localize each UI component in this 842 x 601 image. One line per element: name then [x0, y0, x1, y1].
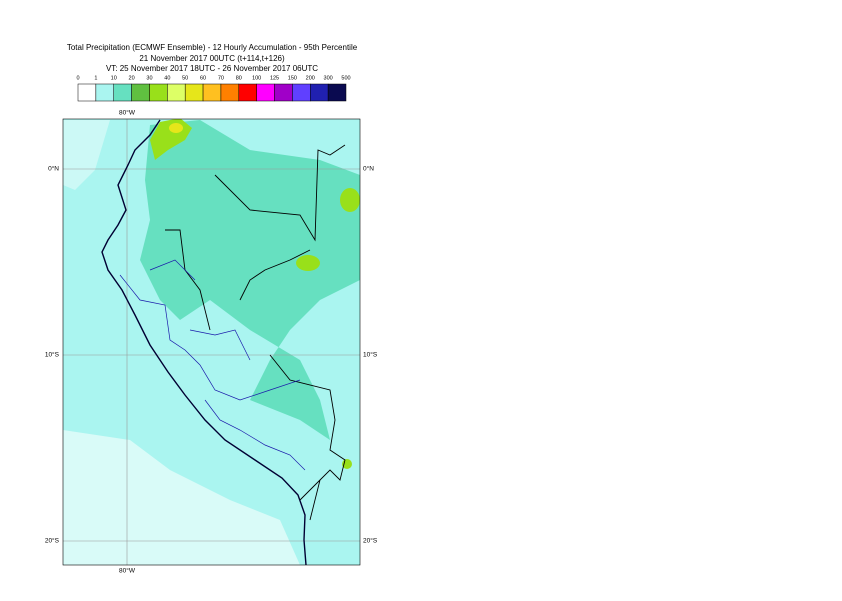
lat-label: 0°N [48, 165, 59, 173]
colorbar-box [238, 83, 257, 102]
heavy-area [296, 255, 320, 271]
dry-area [63, 430, 300, 565]
colorbar-box [220, 83, 240, 102]
colorbar-box [310, 83, 329, 102]
valid-time: VT: 25 November 2017 18UTC - 26 November… [106, 64, 318, 73]
country-border [165, 144, 346, 521]
heavy-area [169, 123, 183, 133]
subtitle: 21 November 2017 00UTC (t+114,t+126) [139, 54, 285, 63]
colorbar-tick-label: 125 [270, 75, 279, 81]
colorbar-box [327, 83, 347, 102]
lon-label: 80°W [119, 109, 136, 117]
colorbar-tick-label: 300 [324, 75, 333, 81]
colorbar-box [77, 83, 97, 102]
colorbar-tick-label: 150 [288, 75, 297, 81]
colorbar-tick-label: 500 [341, 75, 350, 81]
lat-label: 20°S [363, 537, 378, 545]
colorbar-tick-label: 40 [164, 75, 170, 81]
colorbar-box [202, 83, 222, 102]
lon-label: 80°W [119, 567, 136, 575]
colorbar-box [167, 83, 186, 102]
colorbar-tick-label: 50 [182, 75, 188, 81]
dry-area [63, 120, 110, 190]
colorbar-box [149, 83, 168, 102]
lat-label: 10°S [363, 351, 378, 359]
colorbar-box [274, 83, 293, 102]
colorbar-tick-label: 30 [146, 75, 152, 81]
colorbar-tick-label: 1 [94, 75, 97, 81]
lat-label: 20°S [45, 537, 60, 545]
colorbar-box [292, 83, 311, 102]
colorbar-box [256, 83, 275, 102]
colorbar-box [184, 83, 204, 102]
map-frame [62, 118, 361, 566]
region-border [119, 259, 306, 471]
title: Total Precipitation (ECMWF Ensemble) - 1… [67, 43, 358, 52]
heavy-area [340, 188, 360, 212]
colorbar-tick-label: 60 [200, 75, 206, 81]
colorbar-tick-label: 200 [306, 75, 315, 81]
lat-label: 0°N [363, 165, 374, 173]
map [63, 119, 360, 565]
colorbar-box [131, 83, 150, 102]
colorbar-tick-label: 20 [129, 75, 135, 81]
colorbar-tick-label: 70 [218, 75, 224, 81]
colorbar-tick-label: 80 [236, 75, 242, 81]
lat-label: 10°S [45, 351, 60, 359]
colorbar-box [113, 83, 132, 102]
coastline [101, 119, 307, 565]
colorbar-box [95, 83, 114, 102]
colorbar-tick-label: 10 [111, 75, 117, 81]
colorbar: 0 1 10 20 30 40 50 60 70 80 100 125 150 200 300 500 [76, 75, 351, 102]
colorbar-tick-label: 100 [252, 75, 261, 81]
colorbar-tick-label: 0 [76, 75, 79, 81]
